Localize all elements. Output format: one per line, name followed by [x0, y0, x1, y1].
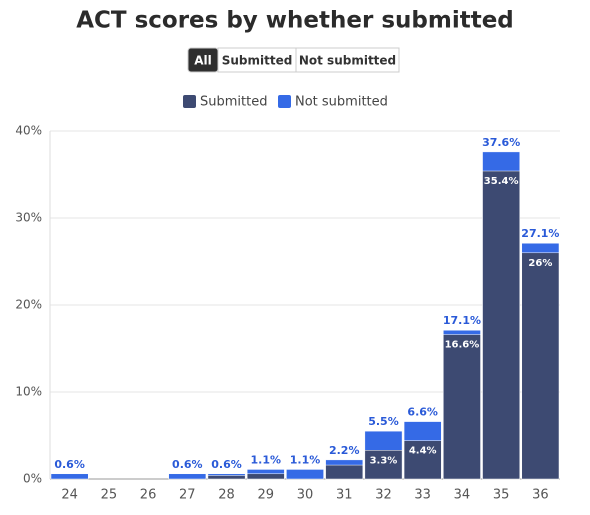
- legend-swatch: [183, 95, 196, 108]
- value-label: 1.1%: [251, 453, 282, 466]
- legend-label: Not submitted: [295, 95, 388, 110]
- value-label: 27.1%: [521, 227, 559, 240]
- bar: [482, 170, 521, 480]
- legend-label: Submitted: [200, 95, 267, 110]
- bar: [443, 334, 481, 480]
- x-tick-label: 25: [101, 488, 118, 503]
- x-tick-label: 36: [532, 488, 549, 503]
- toggle-button-label[interactable]: All: [194, 54, 212, 68]
- x-tick-label: 34: [454, 488, 471, 503]
- bar: [286, 469, 324, 480]
- bar: [168, 473, 207, 480]
- x-tick-label: 30: [297, 488, 314, 503]
- value-label: 16.6%: [445, 340, 480, 351]
- chart-title: ACT scores by whether submitted: [76, 8, 514, 34]
- value-label: 2.2%: [329, 444, 360, 457]
- value-label: 4.4%: [409, 446, 437, 457]
- value-label: 26%: [528, 258, 552, 269]
- button-group: All Submitted Not submitted: [187, 47, 400, 73]
- legend-swatch: [278, 95, 291, 108]
- x-tick-label: 32: [375, 488, 392, 503]
- x-tick-label: 33: [414, 488, 431, 503]
- y-tick-label: 40%: [15, 124, 42, 138]
- toggle-button[interactable]: [217, 47, 297, 73]
- value-label: 0.6%: [172, 458, 203, 471]
- value-label: 37.6%: [482, 136, 520, 149]
- y-tick-label: 20%: [15, 298, 42, 312]
- value-label: 3.3%: [370, 455, 398, 466]
- y-tick-label: 10%: [15, 385, 42, 399]
- x-tick-label: 26: [140, 488, 157, 503]
- bar: [207, 475, 246, 480]
- x-tick-label: 35: [493, 488, 510, 503]
- bar: [50, 473, 89, 480]
- y-tick-label: 30%: [15, 211, 42, 225]
- value-label: 6.6%: [407, 406, 438, 419]
- toggle-button-label[interactable]: Submitted: [222, 54, 293, 68]
- bar: [403, 440, 442, 480]
- value-label: 35.4%: [484, 176, 519, 187]
- bar: [325, 464, 364, 480]
- value-label: 5.5%: [368, 415, 399, 428]
- x-tick-label: 31: [336, 488, 353, 503]
- toggle-button-label[interactable]: Not submitted: [299, 54, 396, 68]
- bar: [521, 252, 560, 480]
- value-label: 17.1%: [443, 314, 481, 327]
- legend: Submitted Not submitted: [183, 95, 388, 110]
- x-tick-label: 24: [61, 488, 78, 503]
- value-label: 0.6%: [211, 458, 242, 471]
- x-tick-label: 27: [179, 488, 196, 503]
- value-label: 0.6%: [54, 458, 85, 471]
- toggle-button[interactable]: [295, 47, 400, 73]
- bar: [364, 450, 403, 480]
- x-tick-label: 29: [257, 488, 274, 503]
- x-tick-label: 28: [218, 488, 235, 503]
- bar: [246, 473, 285, 480]
- y-tick-label: 0%: [23, 472, 42, 486]
- value-label: 1.1%: [290, 453, 321, 466]
